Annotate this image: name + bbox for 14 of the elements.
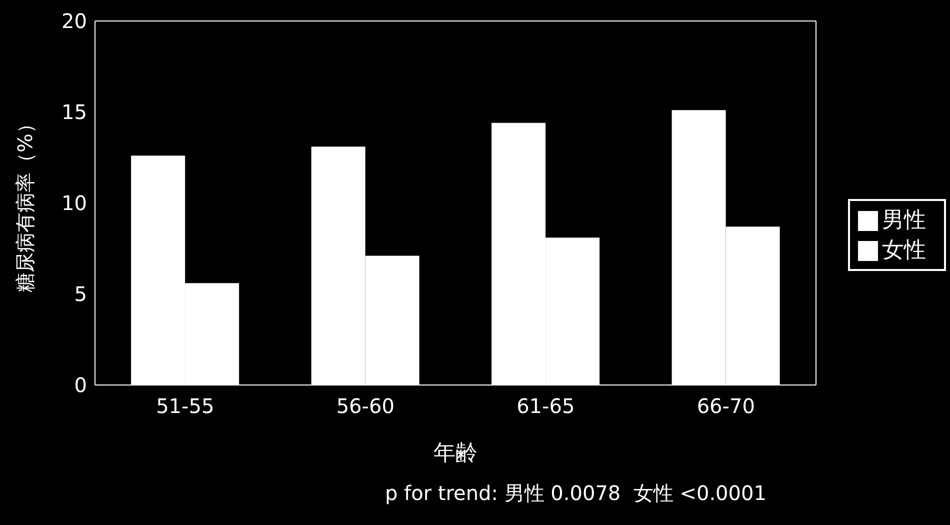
- y-tick-label: 10: [62, 191, 87, 216]
- y-tick-label: 15: [62, 100, 87, 124]
- y-tick-label: 5: [74, 282, 87, 306]
- x-tick-label: 51-55: [156, 394, 214, 418]
- x-tick-label: 56-60: [336, 394, 394, 418]
- x-axis-title: 年齢: [434, 441, 478, 466]
- y-tick-label: 20: [62, 9, 87, 34]
- legend-label: 女性: [882, 238, 926, 263]
- x-tick-label: 61-65: [516, 394, 575, 418]
- y-axis-title: 糖尿病有病率（%）: [13, 113, 38, 293]
- y-tick-label: 0: [74, 373, 87, 398]
- legend-label: 男性: [882, 208, 926, 233]
- text: p for trend: 男性 0.0078 女性 <0.0001: [385, 480, 766, 507]
- x-tick-label: 66-70: [696, 394, 755, 418]
